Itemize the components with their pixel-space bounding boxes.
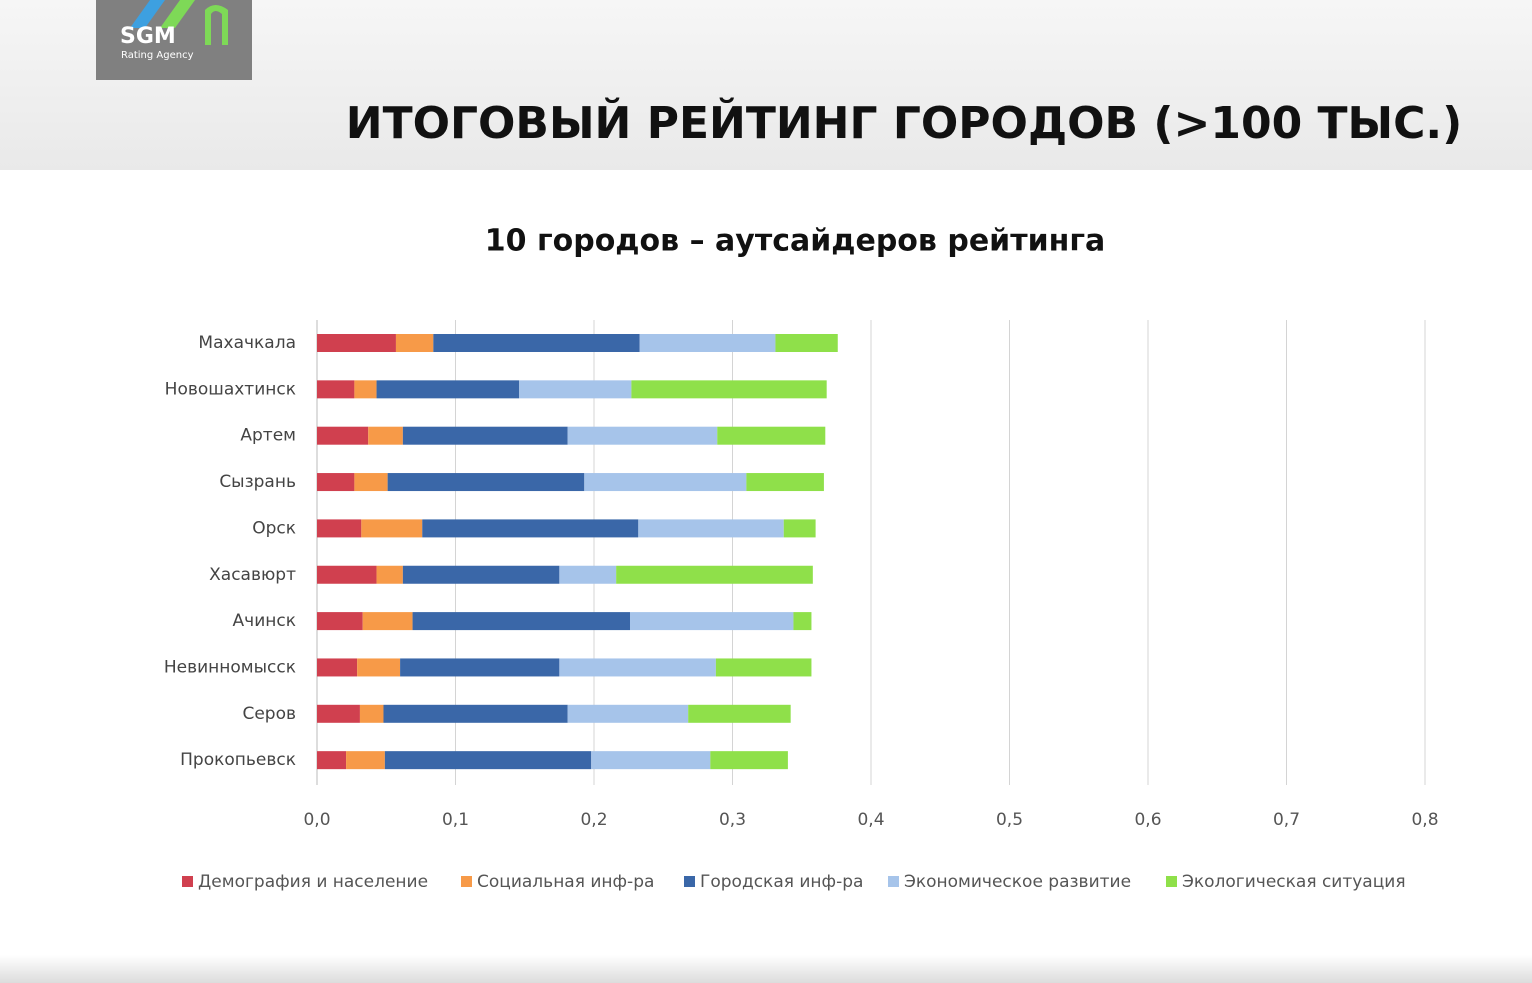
bar-segment [354, 380, 377, 399]
bar-segment [567, 704, 689, 723]
bar-segment [616, 565, 813, 584]
bar-segment [362, 612, 413, 631]
legend-label: Социальная инф-ра [477, 872, 654, 892]
bar-segment [368, 426, 403, 445]
bar-segment [631, 380, 827, 399]
y-tick-label: Серов [242, 704, 296, 724]
header-band [0, 0, 1532, 170]
legend-label: Демография и население [198, 872, 428, 892]
logo-shape [160, 0, 195, 28]
x-tick-label: 0,2 [580, 810, 607, 830]
bar-segment [630, 612, 794, 631]
y-tick-label: Сызрань [219, 472, 296, 492]
bar-segment [317, 426, 369, 445]
x-tick-label: 0,0 [303, 810, 330, 830]
bar-segment [783, 519, 816, 538]
bar-segment [383, 704, 568, 723]
bar-segment [317, 334, 396, 352]
y-tick-label: Невинномысск [164, 657, 296, 677]
logo-subtext: Rating Agency [121, 50, 194, 61]
legend-label: Экономическое развитие [904, 872, 1131, 892]
bar-segment [387, 473, 585, 492]
bar-segment [688, 704, 791, 723]
bar-segment [317, 612, 363, 631]
bar-segment [395, 334, 434, 352]
legend-swatch [182, 876, 193, 887]
y-tick-label: Артем [240, 426, 296, 446]
bar-segment [359, 704, 384, 723]
bar-segment [402, 565, 560, 584]
bar-segment [412, 612, 631, 631]
legend-swatch [684, 876, 695, 887]
bar-segment [317, 519, 362, 538]
legend-label: Городская инф-ра [700, 872, 863, 892]
y-tick-label: Хасавюрт [209, 565, 296, 585]
bar-segment [361, 519, 423, 538]
bar-segment [567, 426, 718, 445]
bar-segment [638, 519, 784, 538]
legend-label: Экологическая ситуация [1182, 872, 1406, 892]
chart-title: 10 городов – аутсайдеров рейтинга [485, 224, 1106, 259]
bar-segment [317, 704, 360, 723]
bar-segment [433, 334, 640, 352]
bar-segment [376, 380, 520, 399]
legend-swatch [461, 876, 472, 887]
x-tick-label: 0,1 [442, 810, 469, 830]
x-tick-label: 0,8 [1411, 810, 1438, 830]
bar-segment [346, 751, 385, 770]
bar-segment [793, 612, 812, 631]
bar-segment [559, 658, 716, 677]
x-tick-label: 0,6 [1134, 810, 1161, 830]
bar-segment [519, 380, 632, 399]
legend-swatch [1166, 876, 1177, 887]
bar-segment [717, 426, 826, 445]
bar-segment [746, 473, 824, 492]
y-tick-label: Махачкала [198, 333, 296, 353]
x-tick-label: 0,5 [996, 810, 1023, 830]
y-tick-label: Новошахтинск [165, 379, 296, 399]
bar-segment [376, 565, 403, 584]
bar-segment [715, 658, 812, 677]
logo-shape [205, 5, 228, 45]
slide-title: ИТОГОВЫЙ РЕЙТИНГ ГОРОДОВ (>100 ТЫС.) [346, 96, 1463, 149]
y-tick-label: Прокопьевск [180, 750, 296, 770]
bar-segment [317, 473, 355, 492]
logo-text: SGM [120, 24, 176, 49]
logo-shape [130, 0, 165, 28]
bar-segment [402, 426, 568, 445]
bar-segment [775, 334, 838, 352]
bar-segment [639, 334, 776, 352]
footer-band [0, 955, 1532, 983]
bar-segment [591, 751, 711, 770]
y-tick-label: Ачинск [233, 611, 296, 631]
x-tick-label: 0,7 [1273, 810, 1300, 830]
bar-segment [384, 751, 592, 770]
bar-segment [400, 658, 560, 677]
bar-segment [317, 658, 358, 677]
bar-segment [710, 751, 788, 770]
bar-segment [422, 519, 639, 538]
bar-segment [317, 751, 347, 770]
bar-segment [317, 565, 377, 584]
x-tick-label: 0,3 [719, 810, 746, 830]
bar-segment [559, 565, 617, 584]
bar-segment [354, 473, 388, 492]
x-tick-label: 0,4 [857, 810, 884, 830]
bar-segment [584, 473, 747, 492]
legend-swatch [888, 876, 899, 887]
bar-segment [357, 658, 401, 677]
y-tick-label: Орск [252, 518, 296, 538]
bar-segment [317, 380, 355, 399]
